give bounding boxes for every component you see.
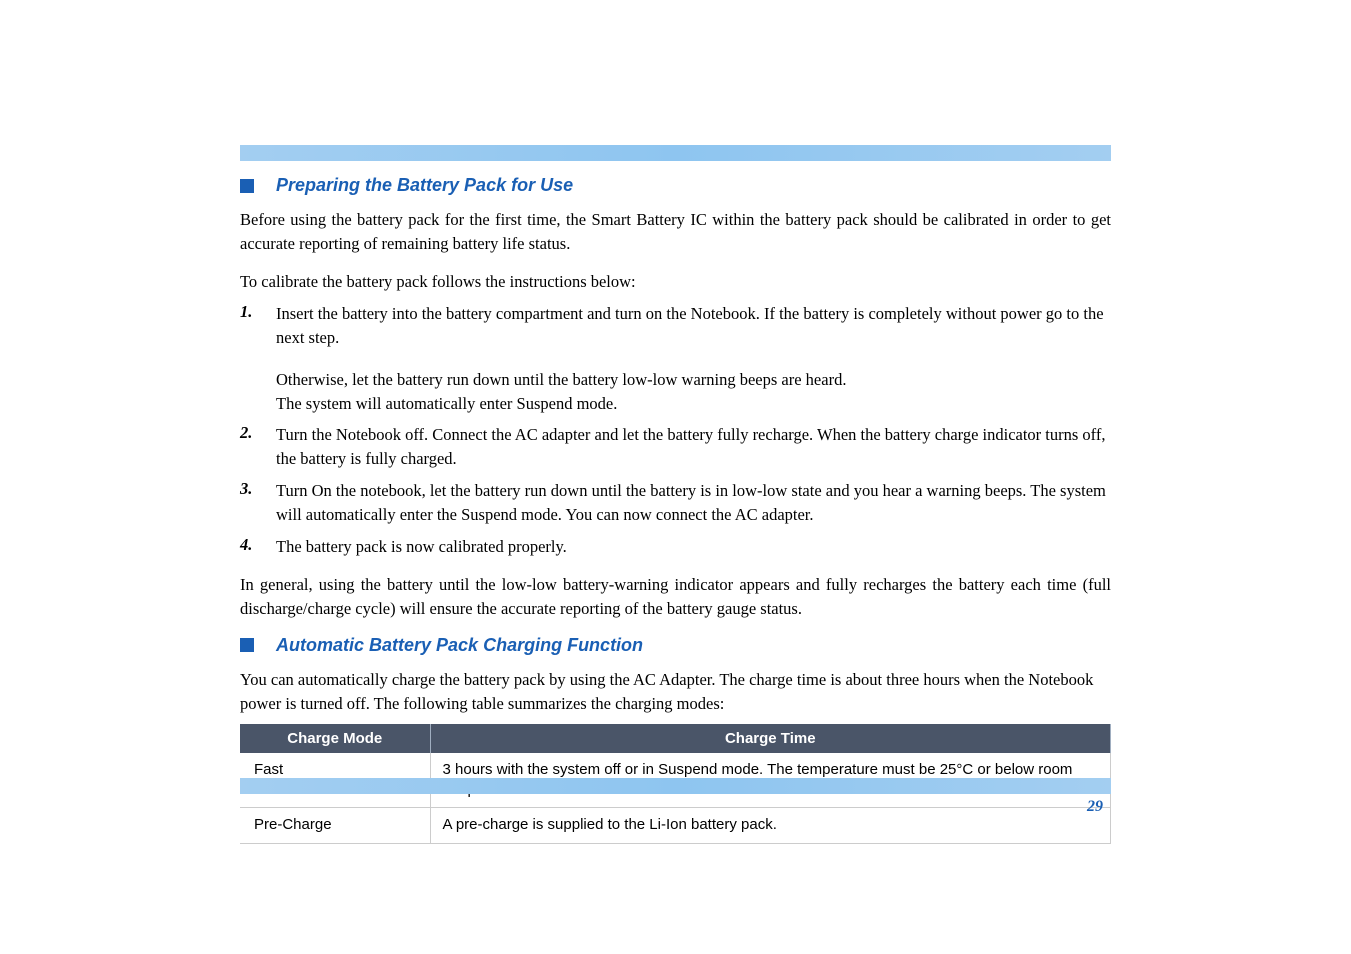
section1-para2: To calibrate the battery pack follows th… (240, 270, 1111, 294)
page-number: 29 (240, 798, 1111, 816)
footer-wrap: 29 (240, 778, 1111, 816)
step-text: The battery pack is now calibrated prope… (276, 535, 1111, 559)
list-item: 3. Turn On the notebook, let the battery… (240, 479, 1111, 527)
section1-para1: Before using the battery pack for the fi… (240, 208, 1111, 256)
section2-para1: You can automatically charge the battery… (240, 668, 1111, 716)
step-text: Insert the battery into the battery comp… (276, 302, 1111, 416)
step-number: 2. (240, 423, 276, 471)
step-number: 4. (240, 535, 276, 559)
heading-text-1: Preparing the Battery Pack for Use (276, 175, 573, 196)
table-header-cell: Charge Time (430, 724, 1111, 753)
table-header-row: Charge Mode Charge Time (240, 724, 1111, 753)
step-text: Turn the Notebook off. Connect the AC ad… (276, 423, 1111, 471)
step-number: 1. (240, 302, 276, 416)
section-heading-2: Automatic Battery Pack Charging Function (240, 635, 1111, 656)
calibration-steps-list: 1. Insert the battery into the battery c… (240, 302, 1111, 559)
section1-para3: In general, using the battery until the … (240, 573, 1111, 621)
step-main-text: Insert the battery into the battery comp… (276, 304, 1104, 347)
table-header-cell: Charge Mode (240, 724, 430, 753)
bottom-accent-bar (240, 778, 1111, 794)
section-heading-1: Preparing the Battery Pack for Use (240, 175, 1111, 196)
heading-text-2: Automatic Battery Pack Charging Function (276, 635, 643, 656)
step-number: 3. (240, 479, 276, 527)
content-area: Preparing the Battery Pack for Use Befor… (140, 175, 1211, 844)
step-text: Turn On the notebook, let the battery ru… (276, 479, 1111, 527)
list-item: 2. Turn the Notebook off. Connect the AC… (240, 423, 1111, 471)
page-container: Preparing the Battery Pack for Use Befor… (0, 0, 1351, 844)
step-sub-line2: The system will automatically enter Susp… (276, 392, 1111, 416)
square-bullet-icon (240, 638, 254, 652)
square-bullet-icon (240, 179, 254, 193)
list-item: 1. Insert the battery into the battery c… (240, 302, 1111, 416)
step-sub-block: Otherwise, let the battery run down unti… (276, 368, 1111, 416)
list-item: 4. The battery pack is now calibrated pr… (240, 535, 1111, 559)
step-sub-line1: Otherwise, let the battery run down unti… (276, 368, 1111, 392)
